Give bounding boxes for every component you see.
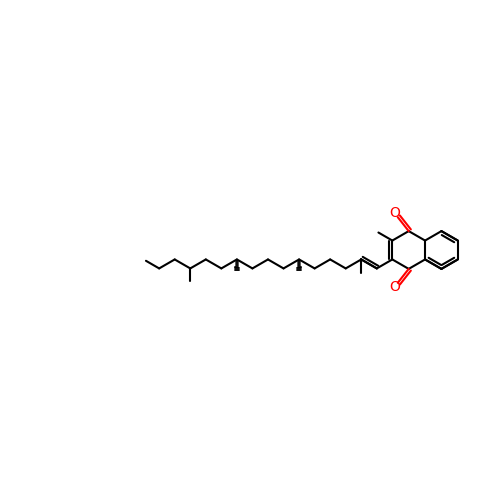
Text: O: O bbox=[389, 280, 400, 294]
Text: O: O bbox=[389, 206, 400, 220]
